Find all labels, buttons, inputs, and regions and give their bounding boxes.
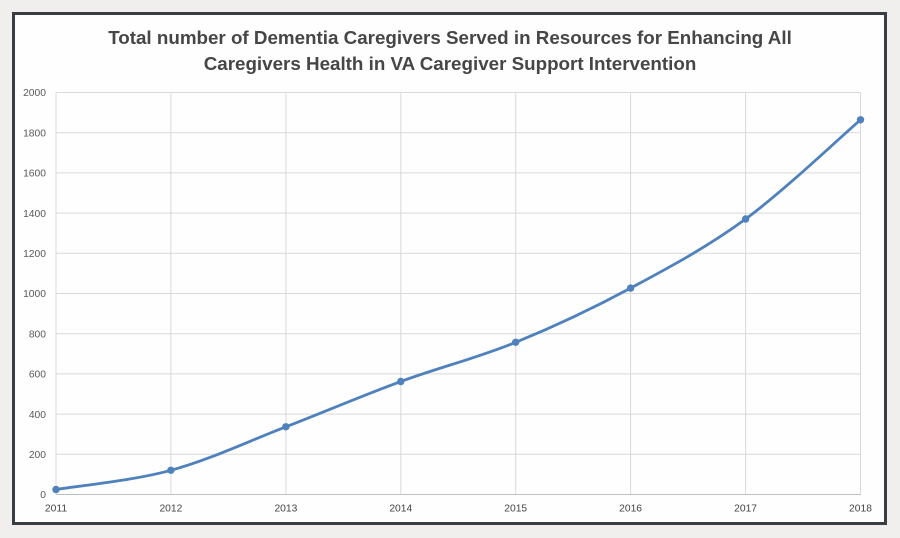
svg-text:2012: 2012 xyxy=(159,504,182,515)
svg-text:2018: 2018 xyxy=(849,504,872,515)
svg-text:2015: 2015 xyxy=(504,504,527,515)
svg-text:1200: 1200 xyxy=(23,249,46,260)
svg-text:2014: 2014 xyxy=(389,504,412,515)
svg-text:Total number of Dementia Careg: Total number of Dementia Caregivers Serv… xyxy=(108,27,792,48)
svg-text:Caregivers Health in VA Caregi: Caregivers Health in VA Caregiver Suppor… xyxy=(204,53,697,74)
svg-text:200: 200 xyxy=(29,450,46,461)
svg-text:2016: 2016 xyxy=(619,504,642,515)
svg-text:2011: 2011 xyxy=(45,504,67,515)
svg-text:1800: 1800 xyxy=(23,128,46,139)
svg-text:800: 800 xyxy=(29,329,46,340)
svg-text:600: 600 xyxy=(29,370,46,381)
svg-text:0: 0 xyxy=(40,490,46,501)
svg-text:1600: 1600 xyxy=(23,169,46,180)
svg-text:2013: 2013 xyxy=(274,504,297,515)
svg-text:400: 400 xyxy=(29,410,46,421)
svg-text:2000: 2000 xyxy=(23,88,46,99)
svg-text:2017: 2017 xyxy=(734,504,757,515)
svg-text:1000: 1000 xyxy=(23,289,46,300)
svg-text:1400: 1400 xyxy=(23,209,46,220)
